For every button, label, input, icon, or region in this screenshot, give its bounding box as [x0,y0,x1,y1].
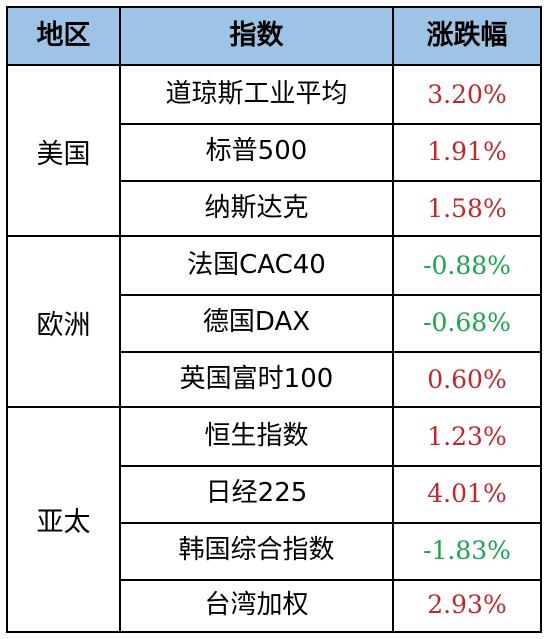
header-index: 指数 [229,20,284,51]
region-group-europe: 欧洲 法国CAC40 -0.88% 德国DAX -0.68% 英国富时100 0… [8,237,540,408]
group-divider [8,235,540,237]
table-header: 地区 指数 涨跌幅 [8,8,540,66]
table-row: 道琼斯工业平均 3.20% [121,66,540,125]
table-row: 法国CAC40 -0.88% [121,237,540,296]
index-change: -0.88% [423,251,511,280]
index-change: 3.20% [427,80,507,109]
index-name: 恒生指数 [204,421,309,451]
table-row: 英国富时100 0.60% [121,351,540,408]
index-change: 2.93% [427,590,507,619]
region-label: 欧洲 [36,310,91,341]
index-name: 台湾加权 [204,590,309,620]
region-group-asia-pacific: 亚太 恒生指数 1.23% 日经225 4.01% 韩国综合指数 -1.83% … [8,408,540,631]
column-divider [119,8,121,631]
table-row: 标普500 1.91% [121,123,540,182]
table-row: 韩国综合指数 -1.83% [121,522,540,581]
index-change: -0.68% [423,308,511,337]
index-name: 标普500 [205,136,308,166]
index-name: 日经225 [205,478,308,508]
index-name: 道琼斯工业平均 [165,79,348,109]
table-row: 德国DAX -0.68% [121,294,540,353]
region-group-us: 美国 道琼斯工业平均 3.20% 标普500 1.91% 纳斯达克 1.58% [8,66,540,237]
index-change: -1.83% [423,536,511,565]
index-change: 1.23% [427,422,507,451]
header-change: 涨跌幅 [426,20,508,51]
index-change: 1.58% [427,194,507,223]
table-row: 日经225 4.01% [121,465,540,524]
group-divider [8,406,540,408]
table-row: 恒生指数 1.23% [121,408,540,467]
table-row: 台湾加权 2.93% [121,579,540,631]
table-row: 纳斯达克 1.58% [121,180,540,237]
index-change: 0.60% [427,365,507,394]
index-change: 4.01% [427,479,507,508]
header-region: 地区 [36,20,91,51]
index-name: 法国CAC40 [187,250,326,280]
region-label: 亚太 [36,507,91,538]
index-name: 韩国综合指数 [178,535,335,565]
index-name: 英国富时100 [179,364,334,394]
market-index-table: 地区 指数 涨跌幅 美国 道琼斯工业平均 3.20% 标普500 1.91% 纳… [6,6,542,633]
column-divider [392,8,394,631]
index-name: 纳斯达克 [204,193,309,223]
region-label: 美国 [36,139,91,170]
index-change: 1.91% [427,137,507,166]
index-name: 德国DAX [202,307,311,337]
